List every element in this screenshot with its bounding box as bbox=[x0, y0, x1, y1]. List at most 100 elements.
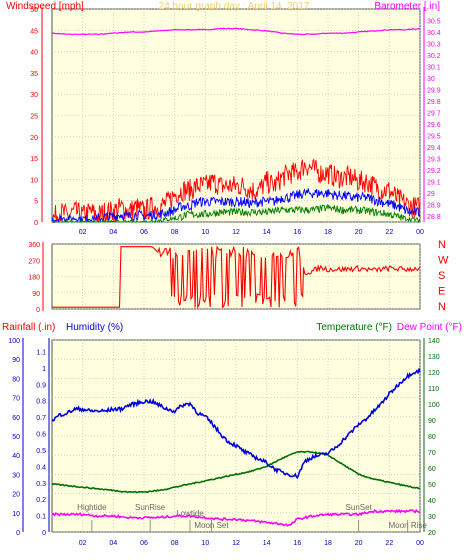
wind-x-tick-label: 22 bbox=[385, 229, 393, 236]
humidity-tick-label: 30 bbox=[12, 472, 20, 479]
windspeed-gust-line bbox=[52, 158, 421, 223]
barometer-tick-label: 29.6 bbox=[427, 122, 441, 129]
wind-x-tick-label: 18 bbox=[324, 229, 332, 236]
direction-tick-label: 360 bbox=[28, 242, 40, 249]
wind-tick-label: 30 bbox=[30, 92, 38, 99]
direction-tick-label: 90 bbox=[32, 291, 40, 298]
barometer-tick-label: 29.4 bbox=[427, 145, 441, 152]
humidity-tick-label: 50 bbox=[12, 434, 20, 441]
wind-tick-label: 5 bbox=[34, 199, 38, 206]
temp-x-tick-label: 00 bbox=[416, 540, 424, 547]
wind-tick-label: 0 bbox=[34, 220, 38, 227]
temp-x-tick-label: 02 bbox=[79, 540, 87, 547]
humidity-tick-label: 40 bbox=[12, 453, 20, 460]
barometer-tick-label: 29.3 bbox=[427, 157, 441, 164]
temp-x-tick-label: 16 bbox=[293, 540, 301, 547]
wind-tick-label: 20 bbox=[30, 135, 38, 142]
humidity-line bbox=[51, 367, 421, 480]
temperature-tick-label: 80 bbox=[428, 434, 436, 441]
rainfall-tick-label: 1.1 bbox=[36, 349, 46, 356]
compass-label: N bbox=[438, 239, 446, 251]
temperature-tick-label: 70 bbox=[428, 450, 436, 457]
wind-x-tick-label: 16 bbox=[293, 229, 301, 236]
temperature-tick-label: 110 bbox=[428, 386, 439, 393]
event-annotation-label: Moon Set bbox=[194, 521, 229, 530]
humidity-tick-label: 70 bbox=[12, 396, 20, 403]
temperature-tick-label: 100 bbox=[428, 402, 440, 409]
compass-label: N bbox=[438, 301, 446, 313]
windspeed-axis-title: Windspeed [mph] bbox=[6, 1, 84, 12]
wind-x-tick-label: 08 bbox=[171, 229, 179, 236]
humidity-tick-label: 0 bbox=[16, 530, 20, 537]
barometer-tick-label: 28.8 bbox=[427, 214, 441, 221]
wind-x-tick-label: 14 bbox=[263, 229, 271, 236]
wind-x-tick-label: 04 bbox=[109, 229, 117, 236]
rainfall-tick-label: 0.4 bbox=[36, 464, 46, 471]
windspeed-low-line bbox=[51, 203, 421, 224]
temp-x-tick-label: 12 bbox=[232, 540, 240, 547]
compass-label: W bbox=[438, 255, 449, 267]
barometer-axis-title: Barometer [.in] bbox=[374, 1, 440, 12]
temperature-tick-label: 130 bbox=[428, 354, 440, 361]
direction-tick-label: 270 bbox=[28, 258, 40, 265]
wind-tick-label: 50 bbox=[30, 7, 38, 14]
wind-tick-label: 15 bbox=[30, 156, 38, 163]
rainfall-tick-label: 0.6 bbox=[36, 432, 46, 439]
barometer-tick-label: 29 bbox=[427, 191, 435, 198]
wind-tick-label: 10 bbox=[30, 177, 38, 184]
wind-x-tick-label: 06 bbox=[140, 229, 148, 236]
wind-tick-label: 25 bbox=[30, 114, 38, 121]
barometer-tick-label: 30.2 bbox=[427, 53, 441, 60]
temperature-line bbox=[51, 450, 421, 494]
barometer-tick-label: 30.5 bbox=[427, 19, 441, 26]
humidity-tick-label: 20 bbox=[12, 492, 20, 499]
barometer-tick-label: 29.8 bbox=[427, 99, 441, 106]
barometer-tick-label: 29.1 bbox=[427, 180, 441, 187]
temperature-tick-label: 40 bbox=[428, 498, 436, 505]
dewpoint-axis-title: Dew Point (°F) bbox=[397, 322, 462, 333]
temperature-tick-label: 120 bbox=[428, 370, 440, 377]
rainfall-tick-label: 0.3 bbox=[36, 481, 46, 488]
event-annotation-label: Lowtide bbox=[176, 509, 204, 518]
barometer-tick-label: 29.9 bbox=[427, 88, 441, 95]
event-annotation-label: Hightide bbox=[77, 503, 107, 512]
wind-x-tick-label: 20 bbox=[355, 229, 363, 236]
rainfall-tick-label: 0.2 bbox=[36, 497, 46, 504]
temp-x-tick-label: 22 bbox=[385, 540, 393, 547]
temp-x-tick-label: 06 bbox=[140, 540, 148, 547]
temp-x-tick-label: 18 bbox=[324, 540, 332, 547]
compass-label: S bbox=[438, 270, 445, 282]
temperature-axis-title: Temperature (°F) bbox=[316, 322, 392, 333]
temperature-tick-label: 20 bbox=[428, 530, 436, 537]
event-annotation-label: Moon Rise bbox=[389, 521, 428, 530]
temperature-tick-label: 50 bbox=[428, 482, 436, 489]
humidity-tick-label: 100 bbox=[8, 338, 20, 345]
temp-x-tick-label: 14 bbox=[263, 540, 271, 547]
wind-x-tick-label: 02 bbox=[79, 229, 87, 236]
temperature-tick-label: 140 bbox=[428, 338, 440, 345]
humidity-tick-label: 60 bbox=[12, 415, 20, 422]
temp-x-tick-label: 10 bbox=[201, 540, 209, 547]
direction-tick-label: 180 bbox=[28, 275, 40, 282]
temperature-tick-label: 30 bbox=[428, 514, 436, 521]
barometer-tick-label: 30 bbox=[427, 76, 435, 83]
temperature-tick-label: 60 bbox=[428, 466, 436, 473]
temperature-tick-label: 90 bbox=[428, 418, 436, 425]
event-annotation-label: SunSet bbox=[346, 503, 373, 512]
humidity-axis-title: Humidity (%) bbox=[66, 322, 123, 333]
wind-tick-label: 45 bbox=[30, 28, 38, 35]
humidity-temperature-panel: 010203040506070809010000.10.20.30.40.50.… bbox=[2, 322, 462, 547]
wind-tick-label: 40 bbox=[30, 50, 38, 57]
barometer-tick-label: 29.5 bbox=[427, 134, 441, 141]
rainfall-axis-title: Rainfall (.in) bbox=[2, 322, 55, 333]
barometer-tick-label: 28.9 bbox=[427, 203, 441, 210]
barometer-tick-label: 29.2 bbox=[427, 168, 441, 175]
wind-x-tick-label: 10 bbox=[201, 229, 209, 236]
rainfall-tick-label: 0.8 bbox=[36, 399, 46, 406]
barometer-tick-label: 30.3 bbox=[427, 42, 441, 49]
barometer-line bbox=[51, 27, 421, 36]
temp-x-tick-label: 08 bbox=[171, 540, 179, 547]
wind-x-tick-label: 00 bbox=[416, 229, 424, 236]
